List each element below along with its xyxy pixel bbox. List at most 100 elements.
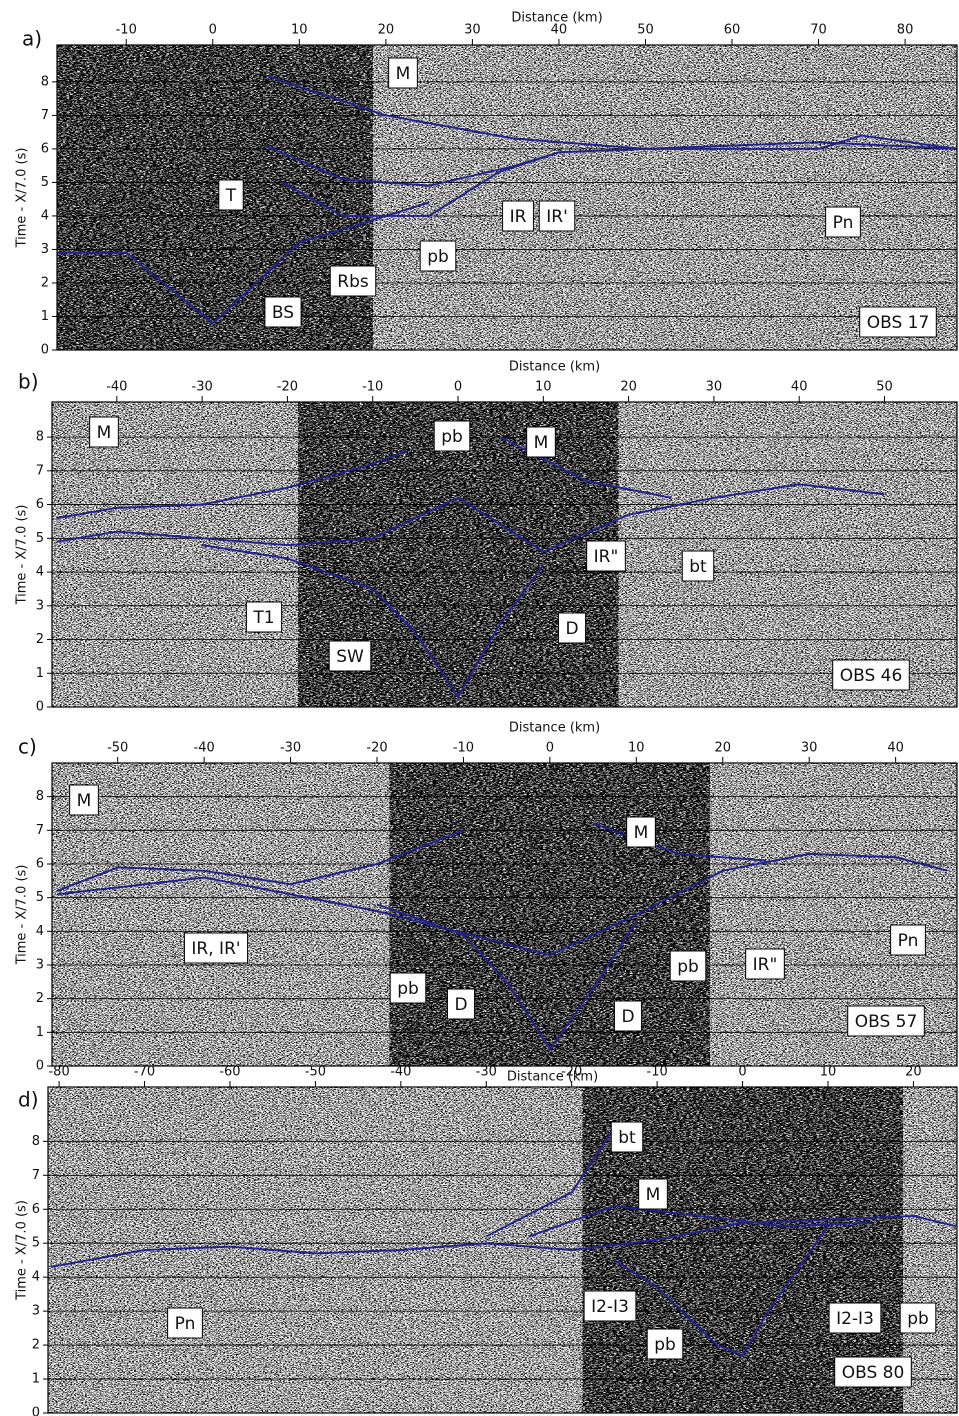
y-tick-label: 0 xyxy=(41,343,49,358)
record-section xyxy=(52,763,957,1066)
x-tick-label: 10 xyxy=(535,380,552,395)
annotation-box xyxy=(899,1302,937,1334)
annotation-text: T1 xyxy=(252,608,274,628)
x-tick-label: -30 xyxy=(476,1065,497,1080)
y-tick-label: 0 xyxy=(36,1059,44,1074)
y-tick-label: 0 xyxy=(36,700,44,715)
annotation-text: IR" xyxy=(594,547,619,567)
annotation-box xyxy=(328,640,372,672)
x-tick-label: 40 xyxy=(551,23,568,38)
annotation: M xyxy=(526,426,556,458)
panel: -50 -40 -30 -20 -10 0 10 20 30 40 0 1 2 3 4 5 6 7 8 Distanc… xyxy=(15,721,958,1074)
annotation-box xyxy=(557,612,587,644)
annotation-box xyxy=(526,426,556,458)
annotation-text: OBS 57 xyxy=(855,1012,918,1032)
y-tick-label: 2 xyxy=(32,1338,40,1353)
annotation: Pn xyxy=(890,924,926,956)
annotation-text: pb xyxy=(397,979,419,999)
annotation-box xyxy=(502,200,534,232)
y-tick-label: 1 xyxy=(36,1025,44,1040)
annotation-text: Pn xyxy=(175,1314,196,1334)
annotation: I2-I3 xyxy=(583,1290,637,1322)
annotation-box xyxy=(89,416,119,448)
y-tick-label: 7 xyxy=(36,823,44,838)
annotation-text: Pn xyxy=(898,931,919,951)
annotation-text: pb xyxy=(654,1335,676,1355)
annotation-box xyxy=(245,601,283,633)
pick-line xyxy=(528,1204,871,1238)
annotation-text: OBS 80 xyxy=(842,1363,905,1383)
annotation: IR, IR' xyxy=(183,932,249,964)
x-tick-label: 0 xyxy=(546,741,554,756)
x-tick-label: 50 xyxy=(637,23,654,38)
annotation: M xyxy=(638,1178,668,1210)
x-tick-label: -80 xyxy=(48,1065,69,1080)
y-tick-label: 4 xyxy=(32,1270,40,1285)
annotation: SW xyxy=(328,640,372,672)
annotation-box xyxy=(183,932,249,964)
annotation-box xyxy=(669,950,707,982)
annotation-box xyxy=(832,659,910,691)
x-tick-label: -10 xyxy=(453,741,474,756)
annotation-text: IR" xyxy=(753,955,778,975)
annotation-text: bt xyxy=(689,557,707,577)
annotation: pb xyxy=(419,240,457,272)
x-tick-label: 20 xyxy=(620,380,637,395)
plot-frame xyxy=(56,44,958,351)
x-tick-label: -20 xyxy=(366,741,387,756)
y-tick-label: 4 xyxy=(36,565,44,580)
annotation: M xyxy=(69,784,99,816)
x-tick-label: 40 xyxy=(887,741,904,756)
y-axis-title: Time - X/7.0 (s) xyxy=(15,505,30,606)
near-source-noise xyxy=(582,1087,903,1413)
y-axis-title: Time - X/7.0 (s) xyxy=(15,1200,30,1301)
x-tick-label: 80 xyxy=(897,23,914,38)
y-tick-label: 8 xyxy=(32,1134,40,1149)
annotation: OBS 17 xyxy=(859,306,937,338)
annotation-text: D xyxy=(454,995,467,1015)
annotation: D xyxy=(613,1000,643,1032)
x-tick-label: 20 xyxy=(714,741,731,756)
y-tick-label: 1 xyxy=(41,309,49,324)
annotation-box xyxy=(834,1356,912,1388)
y-tick-label: 8 xyxy=(36,789,44,804)
x-tick-label: -30 xyxy=(192,380,213,395)
annotation: D xyxy=(446,988,476,1020)
y-tick-label: 5 xyxy=(32,1236,40,1251)
y-tick-label: 0 xyxy=(32,1406,40,1416)
y-tick-label: 6 xyxy=(36,857,44,872)
y-tick-label: 4 xyxy=(36,924,44,939)
x-tick-label: 10 xyxy=(820,1065,837,1080)
plot-frame xyxy=(51,762,958,1067)
annotation-box xyxy=(626,816,656,848)
annotation: OBS 57 xyxy=(847,1005,925,1037)
annotation-box xyxy=(745,948,785,980)
x-axis-title: Distance (km) xyxy=(511,11,602,26)
x-tick-label: 30 xyxy=(464,23,481,38)
annotation-box xyxy=(847,1005,925,1037)
annotation-text: D xyxy=(565,619,578,639)
annotation: IR' xyxy=(538,200,576,232)
annotation-text: M xyxy=(534,433,549,453)
x-tick-label: 0 xyxy=(454,380,462,395)
x-tick-label: -40 xyxy=(194,741,215,756)
annotation-box xyxy=(681,550,715,582)
annotation-box xyxy=(613,1000,643,1032)
x-tick-label: -30 xyxy=(280,741,301,756)
y-tick-label: 5 xyxy=(36,531,44,546)
x-tick-label: 40 xyxy=(791,380,808,395)
annotation-box xyxy=(264,296,302,328)
annotation: pb xyxy=(389,972,427,1004)
x-axis-title: Distance (km) xyxy=(509,721,600,736)
annotation-text: IR' xyxy=(546,207,568,227)
annotation-text: bt xyxy=(618,1128,636,1148)
y-axis-title: Time - X/7.0 (s) xyxy=(15,865,30,966)
annotation-box xyxy=(388,57,418,89)
x-tick-label: -20 xyxy=(561,1065,582,1080)
y-tick-label: 3 xyxy=(36,598,44,613)
pick-line xyxy=(613,1225,829,1357)
annotation: Rbs xyxy=(329,265,377,297)
annotation-box xyxy=(583,1290,637,1322)
annotation-box xyxy=(638,1178,668,1210)
annotation: M xyxy=(388,57,418,89)
